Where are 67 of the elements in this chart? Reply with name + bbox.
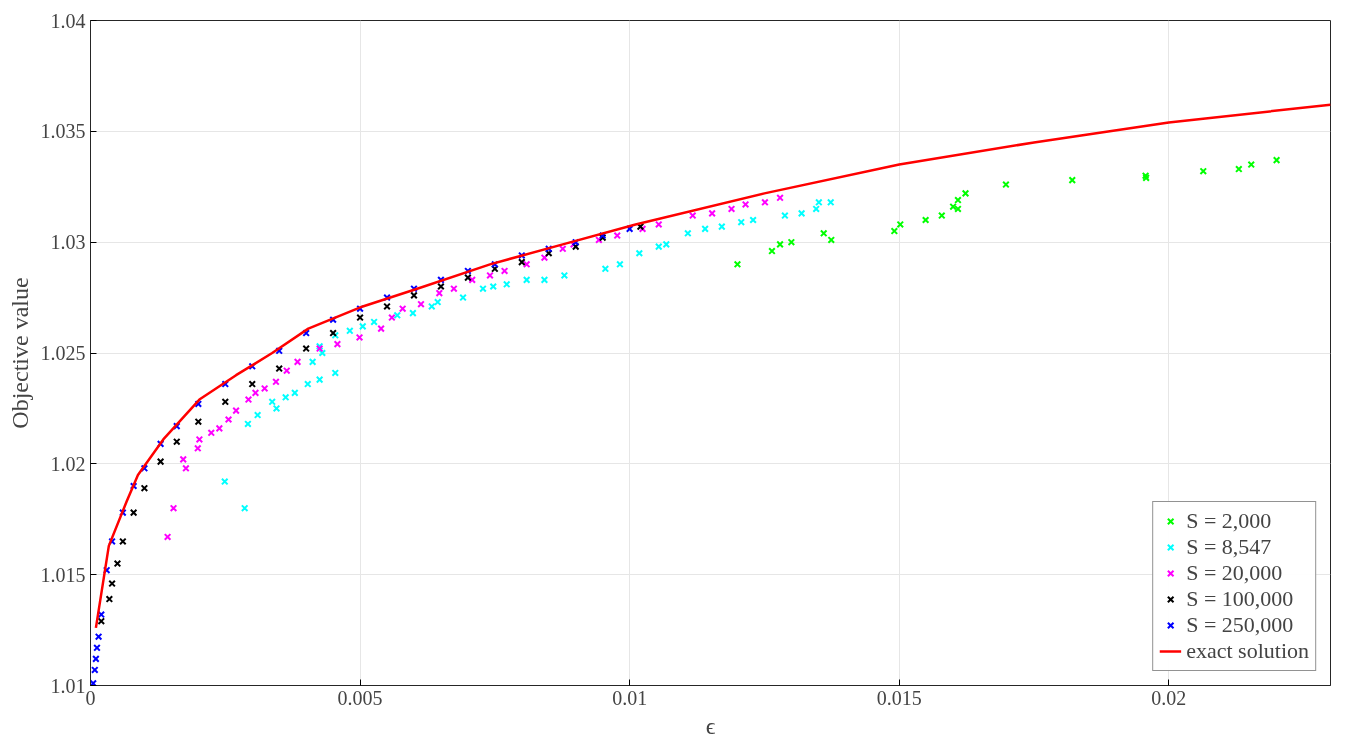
- point: [215, 424, 224, 433]
- point: [358, 322, 367, 331]
- point: [302, 344, 310, 353]
- point: [315, 375, 324, 384]
- point: [194, 417, 203, 426]
- point: [224, 415, 233, 424]
- point: [272, 404, 281, 413]
- point: [179, 455, 188, 464]
- legend-label: S = 100,000: [1186, 586, 1294, 612]
- point: [613, 231, 622, 240]
- y-axis-title: Objective value: [6, 277, 33, 429]
- point: [281, 393, 290, 402]
- y-tick-label: 1.01: [50, 674, 86, 697]
- point: [601, 264, 610, 273]
- point: [156, 457, 165, 466]
- point: [921, 216, 930, 224]
- y-tick-label: 1.035: [40, 120, 86, 143]
- point: [896, 220, 905, 229]
- y-tick-label: 1.02: [50, 452, 86, 475]
- y-tick-label: 1.025: [40, 342, 86, 364]
- point: [260, 384, 269, 393]
- y-tick-label: 1.015: [40, 563, 86, 586]
- legend-label: S = 2,000: [1186, 508, 1272, 534]
- point: [105, 595, 114, 603]
- point: [937, 211, 946, 220]
- legend-label: S = 8,547: [1186, 534, 1272, 560]
- point: [815, 198, 823, 207]
- point: [169, 504, 178, 512]
- point: [961, 189, 970, 198]
- point: [1068, 176, 1077, 184]
- point: [797, 209, 806, 218]
- point: [140, 484, 149, 493]
- point: [398, 304, 407, 313]
- point: [733, 260, 742, 269]
- point: [450, 284, 458, 293]
- legend-label: S = 250,000: [1186, 612, 1294, 638]
- x-tick-label: 0.005: [337, 686, 383, 709]
- point: [275, 364, 284, 373]
- x-axis-title: ϵ: [705, 712, 716, 739]
- x-tick-label: 0.015: [876, 686, 922, 709]
- legend-label: S = 20,000: [1186, 560, 1283, 586]
- point: [293, 358, 302, 366]
- point: [616, 260, 624, 269]
- point: [220, 477, 229, 486]
- point: [244, 395, 253, 404]
- point: [195, 435, 204, 444]
- point: [355, 333, 364, 342]
- point: [129, 508, 138, 517]
- y-tick-label: 1.04: [50, 9, 86, 32]
- x-tick-label: 0.02: [1151, 686, 1187, 709]
- point: [560, 271, 569, 280]
- x-tick-label: 0.01: [612, 686, 648, 709]
- point: [540, 276, 549, 284]
- point: [410, 291, 418, 300]
- point: [113, 559, 122, 568]
- point: [688, 211, 697, 220]
- point: [741, 200, 750, 209]
- point: [345, 327, 354, 335]
- x-tick-label: 0: [85, 686, 96, 709]
- point: [654, 220, 663, 229]
- point: [388, 313, 396, 322]
- point: [1247, 160, 1256, 169]
- y-tick-label: 1.03: [50, 231, 86, 254]
- point: [427, 302, 436, 311]
- point: [489, 282, 498, 291]
- legend-label: exact solution: [1186, 638, 1309, 664]
- point: [94, 632, 103, 641]
